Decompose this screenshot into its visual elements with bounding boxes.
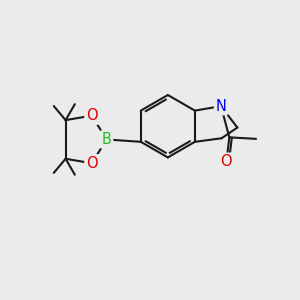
Text: O: O [86, 108, 98, 123]
Text: N: N [216, 99, 226, 114]
Text: O: O [86, 156, 98, 171]
Text: B: B [102, 132, 112, 147]
Text: O: O [220, 154, 232, 169]
